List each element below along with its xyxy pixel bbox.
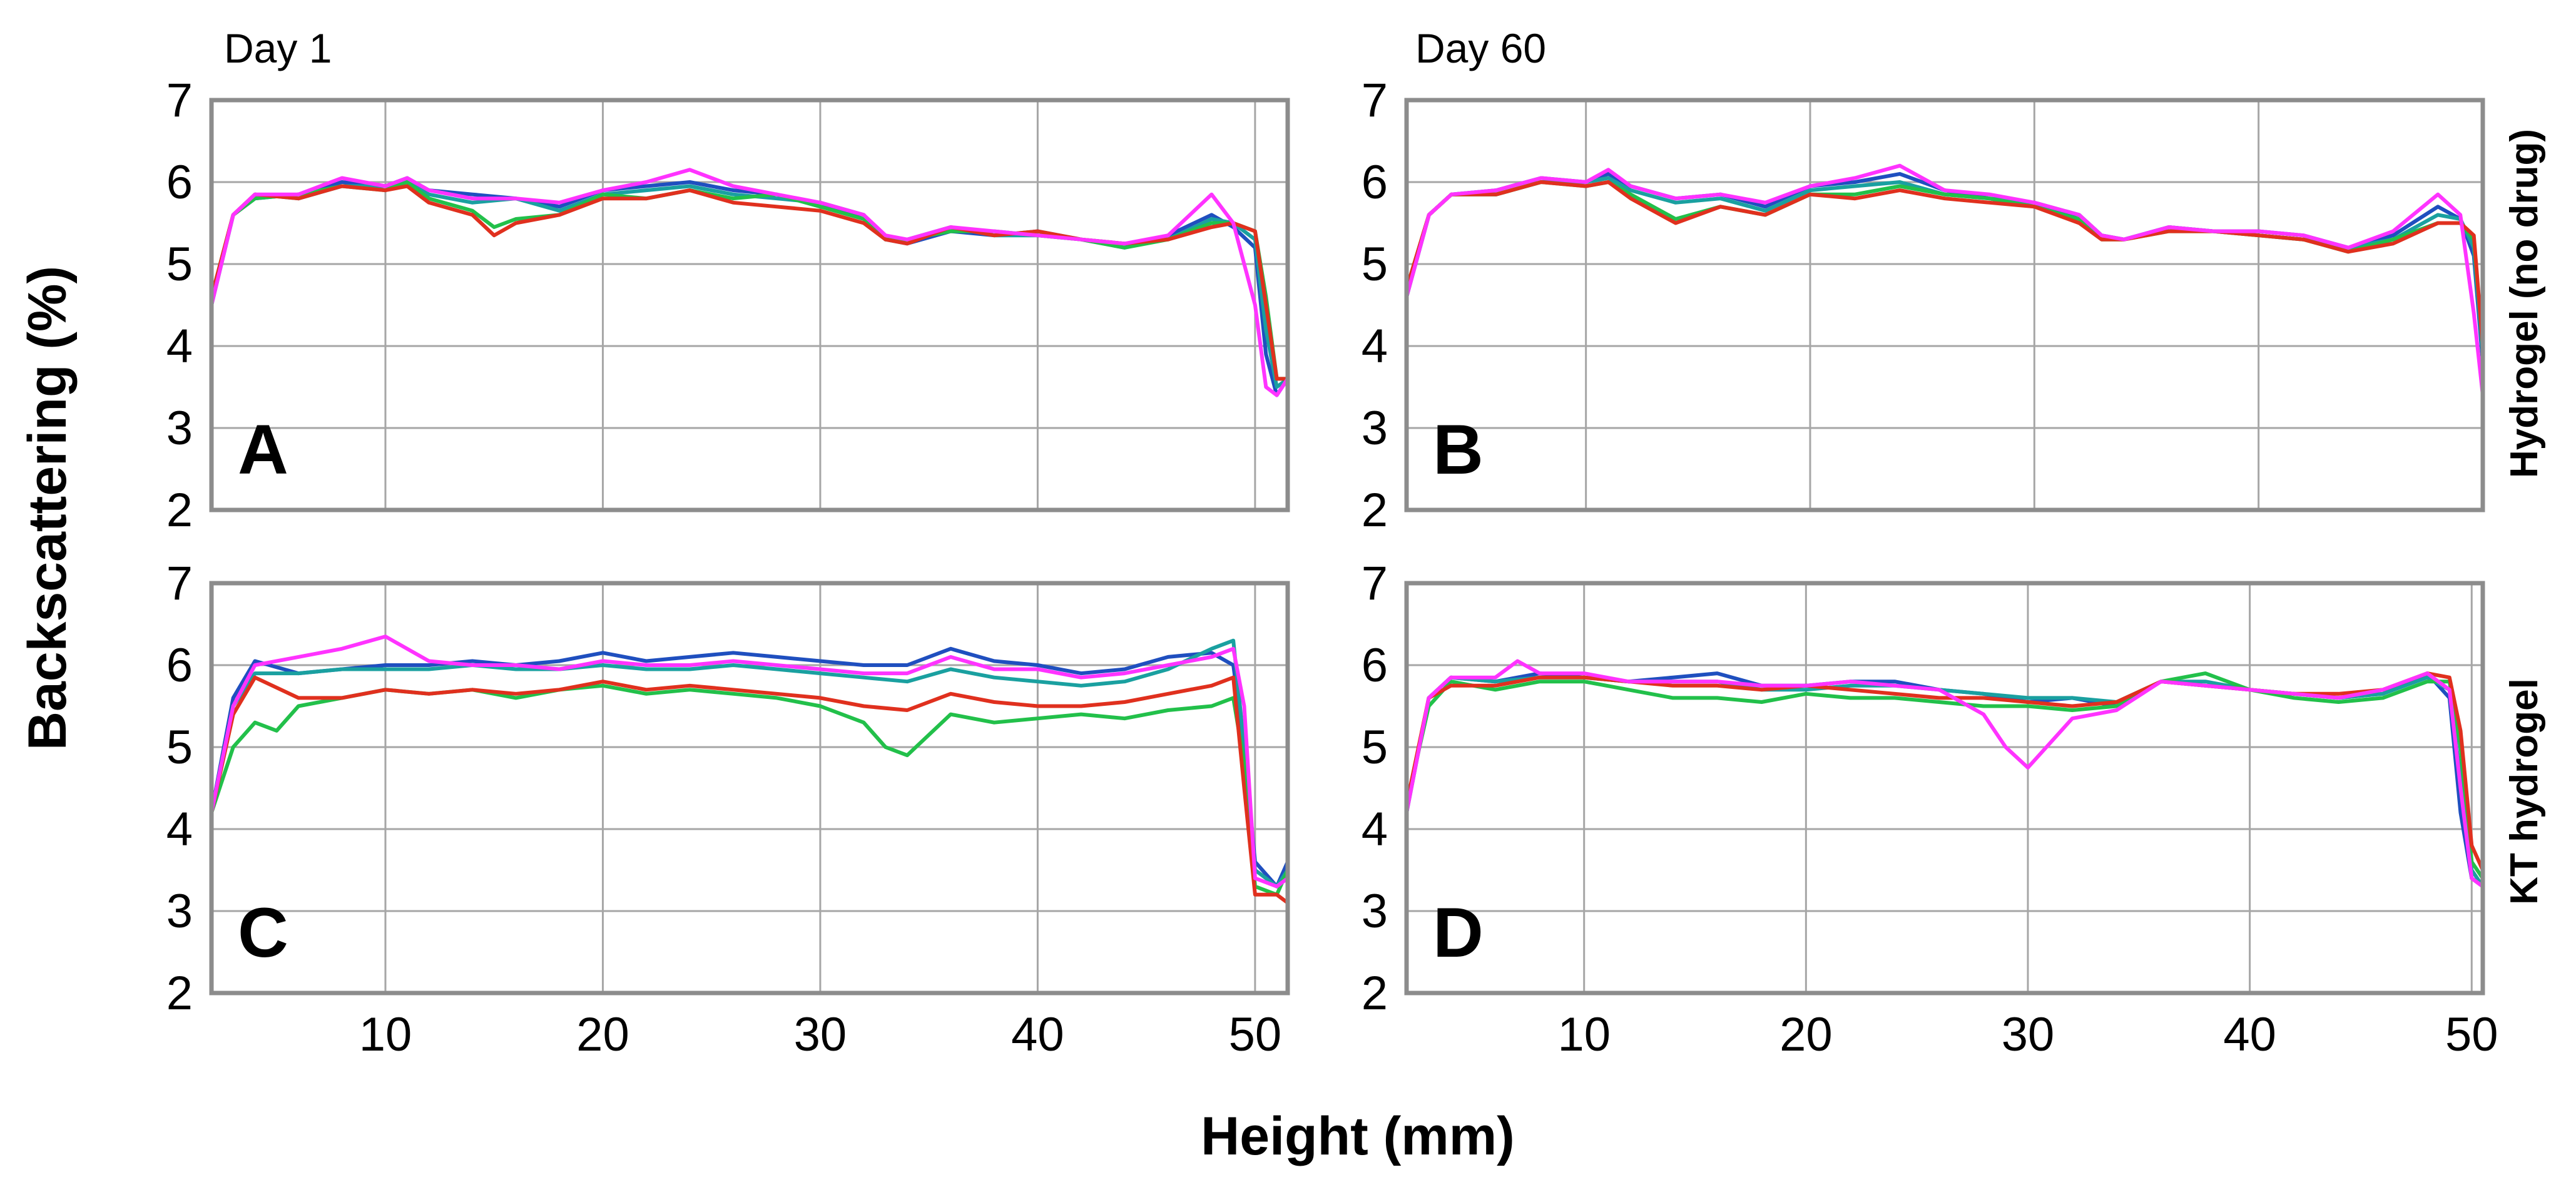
plot-frame <box>1404 581 2485 996</box>
y-tick-label: 3 <box>166 402 193 455</box>
column-title-day-1: Day 1 <box>224 25 332 71</box>
y-axis-title: Backscattering (%) <box>18 266 78 750</box>
panel-letter-c: C <box>238 894 288 972</box>
y-tick-label: 4 <box>166 320 193 373</box>
series-line-green <box>210 180 1290 381</box>
x-tick-label: 50 <box>2445 1008 2498 1061</box>
y-tick-label: 7 <box>166 74 193 127</box>
y-tick-label: 5 <box>166 721 193 774</box>
y-tick-label: 5 <box>1362 238 1388 291</box>
series-line-magenta <box>1405 163 2485 397</box>
x-tick-label: 40 <box>2223 1008 2276 1061</box>
series-line-blue <box>210 646 1290 889</box>
x-tick-label: 40 <box>1011 1008 1064 1061</box>
series-line-teal <box>1405 176 2485 357</box>
series-line-red <box>1405 180 2485 348</box>
series-line-green <box>210 683 1290 897</box>
y-tick-label: 2 <box>1362 967 1388 1020</box>
panel-letter-a: A <box>238 410 288 489</box>
panel-b: 2 3 4 5 6 7 B <box>1362 74 2485 537</box>
x-tick-label: 20 <box>576 1008 629 1061</box>
y-tick-label: 2 <box>166 967 193 1020</box>
y-tick-label: 3 <box>1362 885 1388 938</box>
x-tick-label: 10 <box>359 1008 412 1061</box>
series-line-teal <box>1405 675 2485 889</box>
series-line-teal <box>210 180 1290 389</box>
x-tick-label: 20 <box>1779 1008 1833 1061</box>
panel-c: 2 3 4 5 6 7 10 20 30 40 50 C <box>166 557 1290 1061</box>
y-tick-label: 5 <box>166 238 193 291</box>
y-tick-label: 2 <box>166 484 193 537</box>
plot-frame <box>1404 98 2485 512</box>
x-axis-title: Height (mm) <box>1201 1106 1515 1166</box>
series-line-red <box>210 675 1290 905</box>
plot-frame <box>209 581 1290 996</box>
y-tick-label: 3 <box>1362 402 1388 455</box>
series-line-magenta <box>210 634 1290 889</box>
x-tick-label: 10 <box>1557 1008 1611 1061</box>
series-line-blue <box>1405 671 2485 889</box>
y-tick-label: 4 <box>1362 320 1388 373</box>
series-line-magenta <box>210 168 1290 397</box>
series-line-green <box>1405 671 2485 880</box>
y-tick-label: 6 <box>1362 156 1388 209</box>
y-tick-label: 6 <box>166 639 193 692</box>
y-tick-label: 7 <box>1362 557 1388 610</box>
x-tick-label: 30 <box>2002 1008 2055 1061</box>
y-tick-label: 3 <box>166 885 193 938</box>
series-line-blue <box>210 176 1290 397</box>
column-title-day-60: Day 60 <box>1415 25 1546 71</box>
plot-frame <box>209 98 1290 512</box>
y-tick-label: 7 <box>166 557 193 610</box>
x-tick-label: 30 <box>794 1008 847 1061</box>
y-tick-label: 5 <box>1362 721 1388 774</box>
y-tick-label: 4 <box>1362 803 1388 856</box>
panel-letter-d: D <box>1433 894 1484 972</box>
x-tick-label: 50 <box>1229 1008 1282 1061</box>
y-tick-label: 6 <box>166 156 193 209</box>
series-line-blue <box>1405 171 2485 365</box>
panel-d: 2 3 4 5 6 7 10 20 30 40 50 D <box>1362 557 2498 1061</box>
series-line-teal <box>210 638 1290 889</box>
panel-letter-b: B <box>1433 410 1484 489</box>
y-tick-label: 7 <box>1362 74 1388 127</box>
y-tick-label: 2 <box>1362 484 1388 537</box>
y-tick-label: 4 <box>166 803 193 856</box>
series-line-magenta <box>1405 659 2485 889</box>
panel-a: 2 3 4 5 6 7 A <box>166 74 1290 537</box>
y-tick-label: 6 <box>1362 639 1388 692</box>
row-label-kt-hydrogel: KT hydrogel <box>2503 678 2546 905</box>
row-label-hydrogel-no-drug: Hydrogel (no drug) <box>2503 129 2546 478</box>
series-line-red <box>210 184 1290 381</box>
